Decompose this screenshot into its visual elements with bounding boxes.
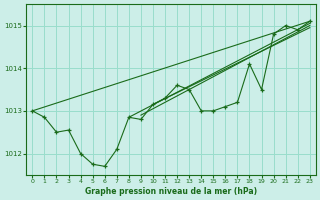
X-axis label: Graphe pression niveau de la mer (hPa): Graphe pression niveau de la mer (hPa): [85, 187, 257, 196]
